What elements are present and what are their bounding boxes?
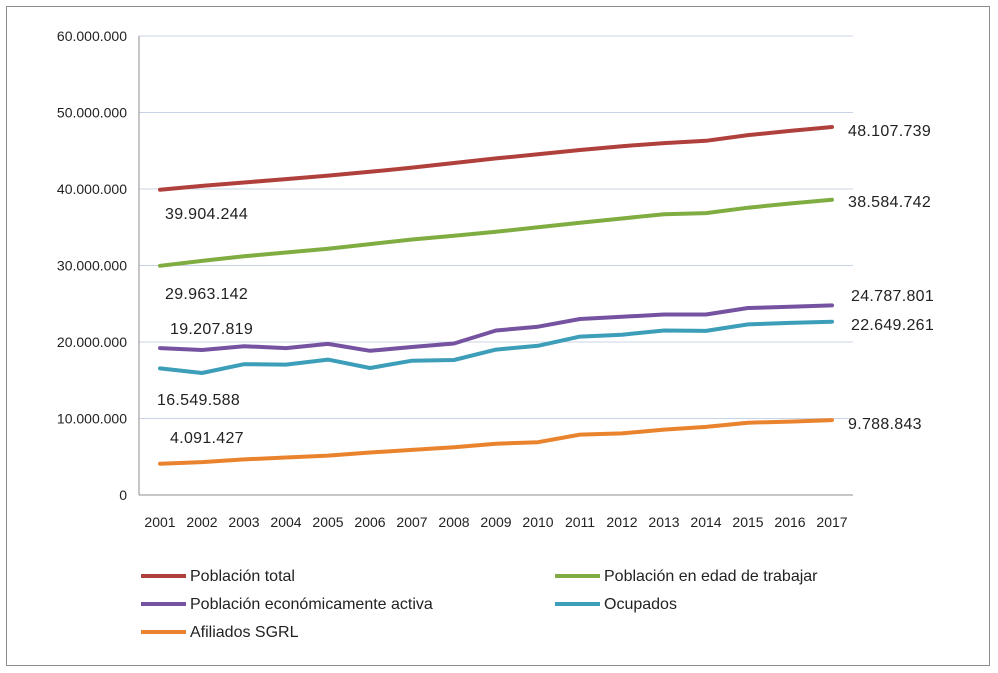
legend-label: Población total [190, 568, 295, 585]
x-tick-label: 2007 [396, 514, 427, 530]
x-tick-label: 2006 [354, 514, 385, 530]
y-tick-label: 60.000.000 [57, 28, 127, 44]
x-tick-label: 2010 [522, 514, 553, 530]
x-tick-label: 2009 [480, 514, 511, 530]
y-tick-label: 20.000.000 [57, 334, 127, 350]
data-label: 39.904.244 [165, 206, 248, 223]
series-line-2 [158, 303, 834, 353]
data-label: 4.091.427 [170, 430, 244, 447]
x-tick-label: 2003 [228, 514, 259, 530]
x-tick-label: 2011 [565, 514, 595, 530]
data-label: 24.787.801 [851, 288, 934, 305]
series-line-1 [158, 197, 834, 268]
x-tick-label: 2017 [816, 514, 847, 530]
series-line-3 [158, 319, 834, 375]
legend-label: Población en edad de trabajar [604, 568, 818, 585]
series-line-4 [158, 418, 834, 466]
x-tick-label: 2002 [186, 514, 217, 530]
x-tick-label: 2012 [606, 514, 637, 530]
y-tick-label: 50.000.000 [57, 105, 127, 121]
y-tick-label: 10.000.000 [57, 411, 127, 427]
x-tick-label: 2008 [438, 514, 469, 530]
x-tick-label: 2001 [144, 514, 175, 530]
data-label: 9.788.843 [848, 416, 922, 433]
x-tick-label: 2015 [732, 514, 763, 530]
x-tick-label: 2016 [774, 514, 805, 530]
series-line-0 [158, 125, 834, 192]
legend-label: Ocupados [604, 596, 677, 613]
x-tick-label: 2013 [648, 514, 679, 530]
y-tick-label: 40.000.000 [57, 181, 127, 197]
data-label: 48.107.739 [848, 123, 931, 140]
data-label: 29.963.142 [165, 286, 248, 303]
legend-label: Afiliados SGRL [190, 624, 299, 641]
x-tick-label: 2004 [270, 514, 301, 530]
x-tick-label: 2005 [312, 514, 343, 530]
data-label: 22.649.261 [851, 317, 934, 334]
y-tick-label: 0 [119, 487, 127, 503]
y-tick-label: 30.000.000 [57, 258, 127, 274]
data-label: 19.207.819 [170, 321, 253, 338]
legend-label: Población económicamente activa [190, 596, 433, 613]
data-label: 38.584.742 [848, 194, 931, 211]
data-label: 16.549.588 [157, 392, 240, 409]
x-tick-label: 2014 [690, 514, 721, 530]
chart-frame [6, 6, 990, 666]
